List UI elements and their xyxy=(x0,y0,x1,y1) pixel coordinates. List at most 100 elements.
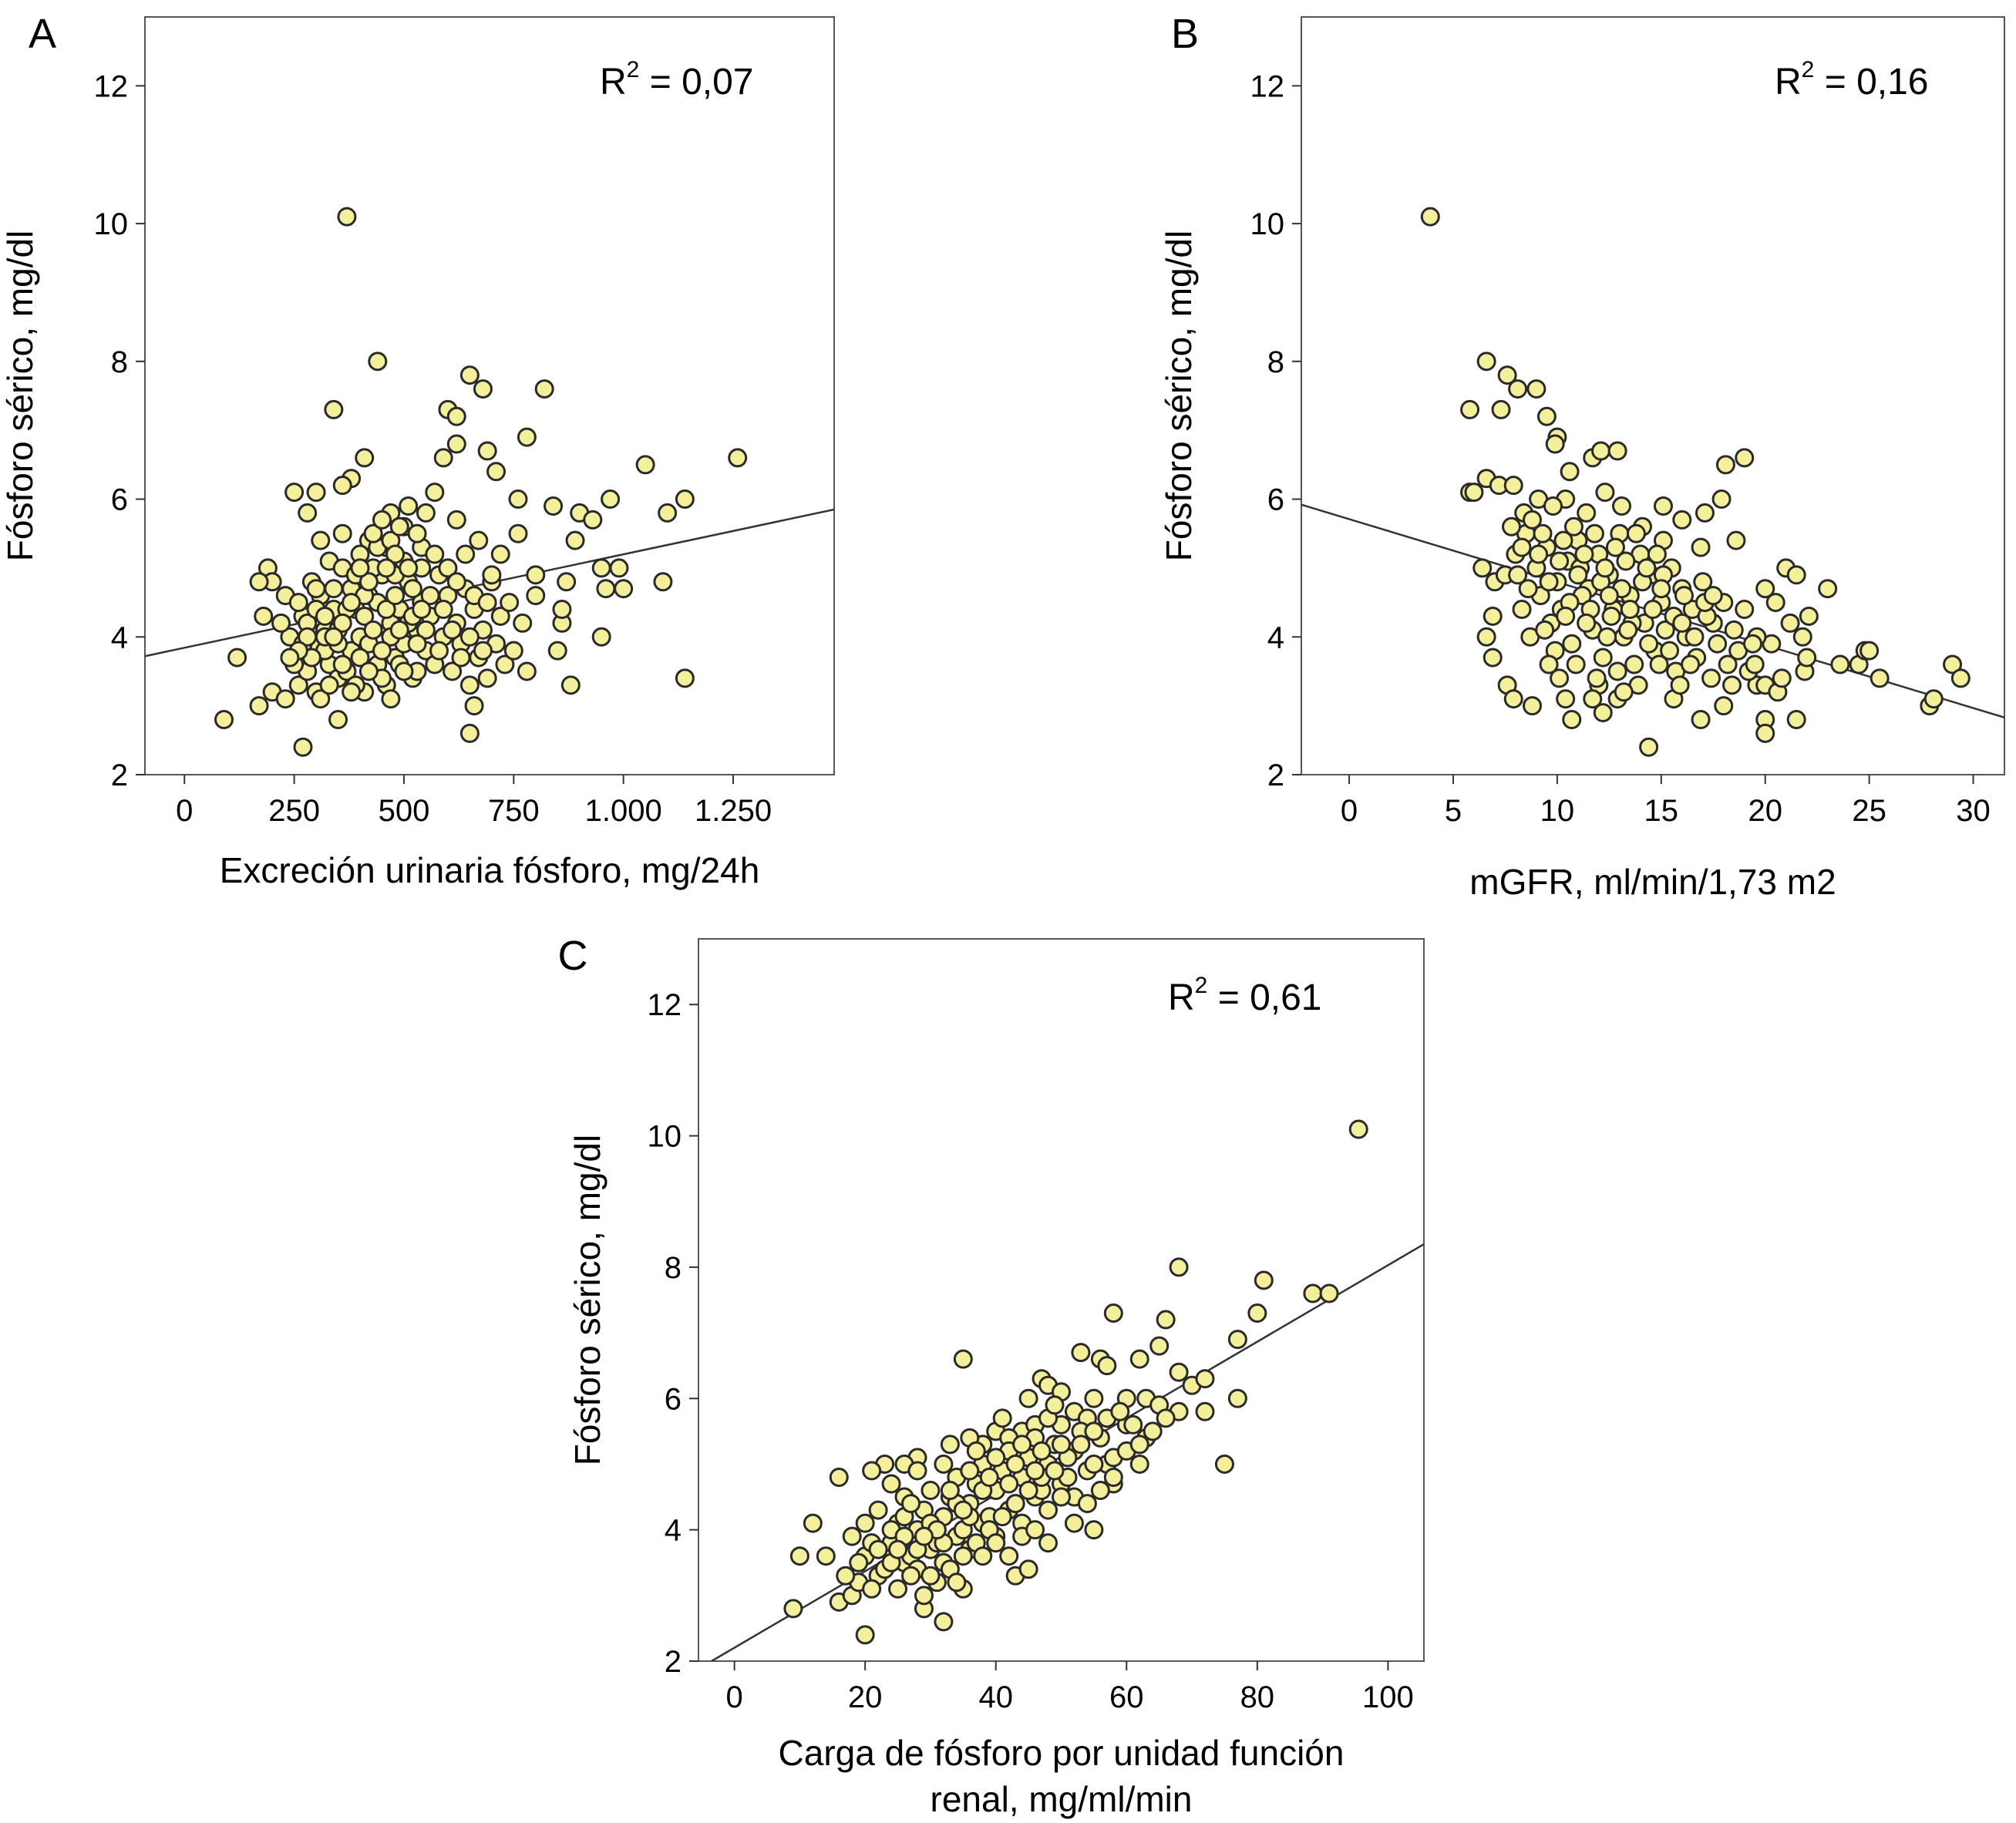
panel-a-data-point xyxy=(389,620,409,640)
panel-a-data-point xyxy=(534,379,554,399)
panel-a-data-point xyxy=(394,661,414,681)
panel-c-data-point xyxy=(999,1474,1019,1494)
panel-c-y-tick-label: 8 xyxy=(665,1251,682,1285)
panel-a-data-point xyxy=(288,593,308,613)
panel-a-data-point xyxy=(446,406,466,426)
panel-c-data-point xyxy=(1348,1119,1368,1139)
panel-c-data-point xyxy=(1214,1454,1234,1474)
panel-c-data-point xyxy=(973,1546,993,1566)
panel-a-data-point xyxy=(350,647,370,668)
panel-b-data-point xyxy=(1535,620,1555,640)
panel-a-data-point xyxy=(495,654,515,674)
panel-a-data-point xyxy=(500,593,520,613)
panel-c-data-point xyxy=(842,1526,862,1546)
panel-b-data-point xyxy=(1943,654,1963,674)
panel-b-data-point xyxy=(1708,634,1728,654)
panel-b-r-squared: R2 = 0,16 xyxy=(1775,57,1928,103)
panel-a-data-point xyxy=(227,647,247,668)
panel-c-data-point xyxy=(901,1566,921,1586)
panel-c-data-point xyxy=(881,1474,901,1494)
panel-c-data-point xyxy=(1123,1414,1143,1435)
panel-c-data-point xyxy=(868,1539,888,1559)
panel-c-data-point xyxy=(966,1441,986,1461)
panel-a-data-point xyxy=(324,399,344,419)
panel-c-data-point xyxy=(914,1586,934,1606)
panel-a-data-point xyxy=(407,634,427,654)
panel-c-data-point xyxy=(1025,1520,1045,1540)
panel-c-data-point xyxy=(836,1566,856,1586)
panel-c-data-point xyxy=(1018,1388,1038,1408)
panel-a-plot-frame xyxy=(144,16,835,775)
panel-b-data-point xyxy=(1703,586,1723,606)
panel-a-data-point xyxy=(609,558,629,578)
panel-b-data-point xyxy=(1859,641,1880,661)
panel-b-data-point xyxy=(1616,551,1636,571)
panel-a-letter: A xyxy=(29,11,56,57)
panel-c-letter: C xyxy=(558,933,588,979)
panel-a-data-point xyxy=(547,641,567,661)
panel-c-data-point xyxy=(888,1579,908,1599)
panel-a-data-point xyxy=(363,620,383,640)
panel-a-data-point xyxy=(399,558,419,578)
panel-b-data-point xyxy=(1607,661,1627,681)
panel-c-x-axis-label: renal, mg/ml/min xyxy=(931,1779,1193,1819)
panel-c-data-point xyxy=(1247,1303,1267,1324)
panel-a-data-point xyxy=(446,510,466,530)
panel-a-data-point xyxy=(425,483,445,503)
panel-b-data-point xyxy=(1797,647,1817,668)
panel-b-data-point xyxy=(1562,710,1582,730)
panel-c-y-tick-label: 6 xyxy=(665,1382,682,1416)
panel-b-data-point xyxy=(1593,647,1613,668)
panel-c-data-point xyxy=(914,1526,934,1546)
panel-c-y-tick-label: 2 xyxy=(665,1645,682,1679)
panel-b-data-point xyxy=(1651,579,1671,599)
panel-a-data-point xyxy=(433,600,453,620)
panel-a-data-point xyxy=(385,586,406,606)
panel-c: C 2 4 6 8 10 12 0 20 40 60 80 100 Carga de fósforo po… xyxy=(558,933,1425,1819)
panel-b-data-point xyxy=(1472,558,1493,578)
panel-b-data-point xyxy=(1660,641,1680,661)
panel-b-x-tick-label: 30 xyxy=(1956,794,1991,828)
panel-c-data-point xyxy=(849,1552,869,1572)
panel-a-data-point xyxy=(319,675,339,695)
panel-c-data-point xyxy=(1012,1435,1032,1455)
panel-a-data-point xyxy=(214,710,234,730)
panel-b-data-point xyxy=(1718,654,1738,674)
panel-b-data-point xyxy=(1460,399,1480,419)
panel-b-y-tick-label: 8 xyxy=(1267,345,1284,379)
panel-a-data-point xyxy=(324,627,344,647)
panel-b-y-axis-label: Fósforo sérico, mg/dl xyxy=(1159,230,1199,561)
panel-c-data-point xyxy=(862,1579,882,1599)
panel-a-data-point xyxy=(456,544,476,564)
panel-b-x-axis-label: mGFR, ml/min/1,73 m2 xyxy=(1469,862,1836,902)
panel-b-data-point xyxy=(1830,654,1850,674)
panel-b-data-point xyxy=(1792,627,1812,647)
panel-b-data-point xyxy=(1563,516,1584,536)
panel-c-data-point xyxy=(1195,1369,1215,1389)
panel-b-data-point xyxy=(1799,606,1819,626)
panel-a-data-point xyxy=(477,668,497,688)
panel-a-data-point xyxy=(446,434,466,454)
panel-b-data-point xyxy=(1545,434,1565,454)
panel-a-data-point xyxy=(477,441,497,461)
panel-a-data-point xyxy=(355,606,375,626)
panel-a-data-point xyxy=(271,613,291,633)
panel-b-data-point xyxy=(1735,600,1755,620)
panel-c-x-tick-label: 40 xyxy=(978,1680,1013,1714)
panel-b-data-point xyxy=(1674,586,1694,606)
panel-a-data-point xyxy=(490,606,510,626)
panel-a-y-axis-label: Fósforo sérico, mg/dl xyxy=(0,230,40,561)
panel-b-data-point xyxy=(1605,537,1625,557)
panel-c-data-point xyxy=(803,1513,823,1533)
panel-a-data-point xyxy=(358,661,379,681)
panel-c-data-point xyxy=(901,1494,921,1514)
panel-b-data-point xyxy=(1577,613,1597,633)
panel-c-data-point xyxy=(1018,1481,1038,1501)
panel-b-data-point xyxy=(1618,620,1638,640)
panel-a-data-point xyxy=(342,593,362,613)
panel-b-data-point xyxy=(1587,668,1607,688)
panel-b-data-point xyxy=(1583,689,1603,709)
panel-c-data-point xyxy=(953,1500,973,1520)
panel-a-data-point xyxy=(328,710,348,730)
panel-c-data-point xyxy=(979,1467,999,1487)
